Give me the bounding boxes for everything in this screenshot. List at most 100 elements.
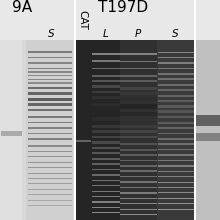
Bar (120, 209, 157, 210)
Bar (120, 130, 157, 133)
Bar (28, 116, 72, 118)
Bar (92, 85, 120, 88)
Bar (92, 207, 120, 208)
Bar (28, 122, 72, 123)
Bar (92, 61, 120, 62)
Bar (158, 95, 194, 97)
Bar (76, 140, 91, 142)
Bar (196, 133, 220, 141)
Bar (158, 121, 194, 124)
Bar (92, 117, 120, 121)
Bar (92, 75, 120, 77)
Text: CAT: CAT (77, 10, 88, 30)
Bar (92, 103, 120, 106)
Bar (120, 68, 157, 69)
Bar (120, 203, 157, 204)
Bar (120, 125, 157, 128)
Bar (158, 165, 194, 167)
Bar (92, 141, 120, 144)
Bar (92, 110, 120, 114)
Bar (92, 80, 120, 82)
Bar (92, 147, 120, 149)
Bar (28, 156, 72, 158)
Bar (196, 40, 220, 220)
Bar (92, 53, 120, 55)
Bar (158, 127, 194, 129)
Bar (158, 110, 194, 113)
Text: 9A: 9A (12, 0, 32, 15)
Bar (28, 103, 72, 106)
Bar (120, 112, 157, 116)
Bar (92, 136, 120, 138)
Bar (120, 92, 157, 95)
Bar (158, 154, 194, 156)
Bar (92, 158, 120, 159)
Bar (120, 165, 157, 167)
Bar (26, 40, 73, 220)
Bar (158, 160, 194, 161)
Text: P: P (134, 29, 141, 39)
Bar (158, 138, 194, 140)
Bar (28, 138, 72, 140)
Bar (158, 79, 194, 80)
Bar (28, 75, 72, 76)
Bar (120, 214, 157, 215)
Bar (158, 182, 194, 183)
Bar (120, 40, 157, 220)
Bar (120, 143, 157, 145)
Bar (92, 196, 120, 197)
Bar (158, 203, 194, 204)
Bar (92, 212, 120, 213)
Bar (28, 205, 72, 206)
Bar (28, 82, 72, 84)
Bar (28, 72, 72, 73)
Bar (28, 133, 72, 134)
Bar (92, 95, 120, 99)
Bar (158, 89, 194, 91)
Bar (158, 116, 194, 118)
Bar (28, 167, 72, 168)
Bar (120, 170, 157, 172)
Bar (120, 176, 157, 177)
Bar (28, 87, 72, 89)
Bar (158, 132, 194, 134)
Bar (120, 160, 157, 161)
Bar (0, 40, 22, 220)
Bar (28, 92, 72, 95)
Bar (92, 169, 120, 170)
Bar (74, 0, 76, 220)
Bar (28, 151, 72, 152)
Bar (28, 109, 72, 111)
Bar (158, 171, 194, 172)
Bar (28, 145, 72, 147)
Bar (28, 79, 72, 80)
Bar (120, 182, 157, 183)
Bar (158, 62, 194, 64)
Bar (158, 105, 194, 108)
Bar (28, 127, 72, 129)
Bar (158, 51, 194, 53)
Text: S: S (172, 29, 178, 39)
Bar (92, 130, 120, 133)
Bar (28, 178, 72, 179)
Bar (157, 40, 195, 220)
Bar (158, 209, 194, 210)
Bar (120, 136, 157, 138)
Text: L: L (102, 29, 108, 39)
Bar (196, 115, 220, 126)
Bar (120, 97, 157, 101)
Bar (158, 187, 194, 188)
Bar (158, 73, 194, 75)
Bar (92, 180, 120, 181)
Bar (120, 87, 157, 90)
Bar (92, 68, 120, 69)
Bar (28, 189, 72, 190)
Bar (158, 149, 194, 150)
Text: T197D: T197D (98, 0, 148, 15)
Bar (120, 53, 157, 55)
Bar (92, 174, 120, 176)
Bar (91, 40, 120, 220)
Bar (92, 91, 120, 93)
Bar (28, 51, 72, 53)
Bar (28, 200, 72, 201)
